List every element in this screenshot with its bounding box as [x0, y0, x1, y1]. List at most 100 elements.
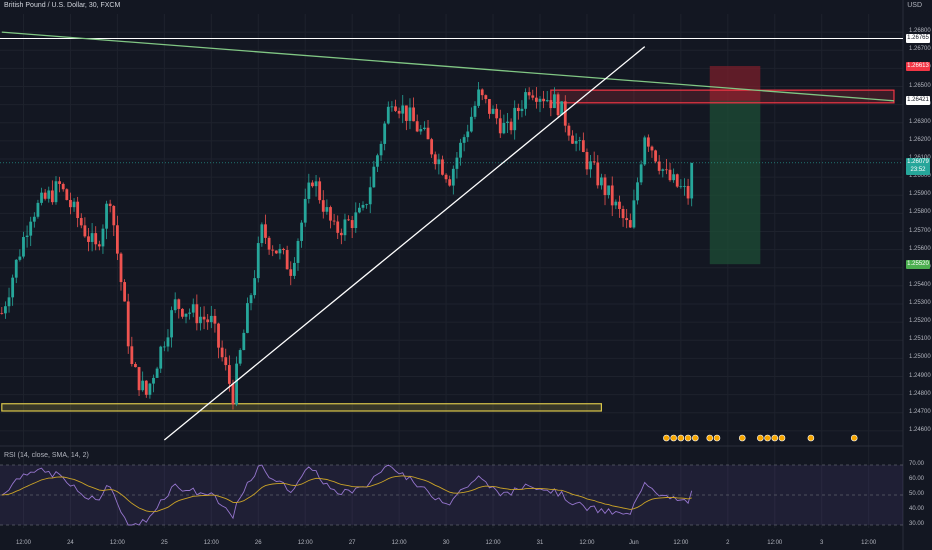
candle [108, 203, 112, 207]
candle [159, 346, 163, 369]
price-tag: 23:52 [906, 166, 930, 176]
price-tag: 1.26079 [906, 158, 930, 168]
rsi-ma-line [1, 475, 692, 513]
candle [426, 127, 430, 140]
candle [137, 367, 141, 391]
x-tick-label: 12:00 [485, 540, 501, 546]
candle [83, 225, 87, 237]
x-tick-label: 12:00 [15, 540, 31, 546]
candle [419, 128, 423, 132]
candle [115, 225, 119, 254]
candle [462, 137, 466, 143]
x-tick-label: 30 [442, 540, 450, 546]
candle [260, 224, 264, 244]
y-tick-label: 1.26500 [909, 82, 931, 89]
candle [177, 299, 181, 309]
candle [90, 233, 94, 242]
y-tick-label: 1.25700 [909, 227, 931, 234]
candle [54, 181, 58, 203]
candle [686, 185, 690, 199]
candle [36, 202, 40, 217]
event-marker [778, 434, 786, 442]
candle [368, 187, 372, 205]
candle [4, 306, 7, 314]
candle [264, 224, 267, 238]
candle [285, 250, 289, 270]
candle [556, 94, 560, 116]
x-tick-label: 27 [348, 540, 356, 546]
candle [466, 131, 470, 138]
candle [618, 201, 621, 209]
candle [282, 248, 285, 251]
candle [404, 105, 408, 121]
candle [636, 182, 639, 201]
candle [459, 142, 462, 158]
candle [195, 304, 199, 324]
y-tick-label: 1.25600 [909, 245, 931, 252]
rsi-tick-label: 70.00 [909, 461, 925, 467]
candle [563, 101, 567, 126]
candle [502, 122, 506, 134]
candle [199, 316, 202, 324]
candle [47, 190, 51, 199]
candle [607, 185, 611, 196]
candle [383, 123, 387, 144]
candle [650, 146, 654, 151]
candle [639, 164, 643, 183]
ascending-support-trendline [163, 46, 646, 441]
candle [433, 154, 437, 165]
candle [379, 143, 383, 156]
y-tick-label: 1.25300 [909, 300, 931, 307]
candle [516, 107, 520, 112]
x-tick-label: Jun [629, 540, 639, 546]
x-tick-label: 3 [820, 540, 824, 546]
candle [242, 332, 246, 351]
candle [610, 185, 614, 206]
candle [430, 139, 434, 155]
candle [513, 107, 517, 131]
candle [347, 219, 350, 221]
candle [506, 121, 509, 123]
candle [300, 222, 304, 241]
y-tick-label: 1.24800 [909, 390, 931, 397]
candle [451, 168, 455, 186]
x-tick-label: 12:00 [297, 540, 313, 546]
rsi-tick-label: 60.00 [909, 476, 925, 482]
currency-label: USD [907, 2, 922, 9]
event-marker [684, 434, 692, 442]
descending-resistance-trendline [1, 31, 895, 102]
chart-title: British Pound / U.S. Dollar, 30, FXCM [4, 2, 121, 9]
candle [567, 125, 571, 136]
candle [43, 192, 47, 199]
x-tick-label: 26 [254, 540, 262, 546]
candle [365, 204, 369, 206]
candle [683, 185, 686, 187]
candle [491, 108, 495, 114]
candle [246, 303, 249, 333]
candle [235, 363, 238, 405]
candle [599, 177, 603, 186]
candle [657, 161, 661, 171]
candle [148, 383, 152, 395]
y-tick-label: 1.25400 [909, 281, 931, 288]
candle [553, 94, 556, 109]
candle [170, 310, 173, 338]
candle [224, 357, 228, 366]
candle [437, 159, 441, 165]
candle [589, 161, 592, 170]
candle [423, 127, 426, 129]
candle [665, 169, 668, 171]
candle [549, 100, 553, 109]
candle [394, 106, 397, 111]
candle [325, 207, 329, 212]
x-tick-label: 12:00 [767, 540, 783, 546]
candle [646, 137, 650, 147]
candle [238, 350, 242, 364]
candle [87, 236, 90, 242]
resistance-zone [550, 89, 895, 104]
candle [271, 249, 275, 251]
x-tick-label: 12:00 [861, 540, 877, 546]
price-tag: 1.26421 [906, 96, 930, 106]
candle [690, 162, 694, 199]
